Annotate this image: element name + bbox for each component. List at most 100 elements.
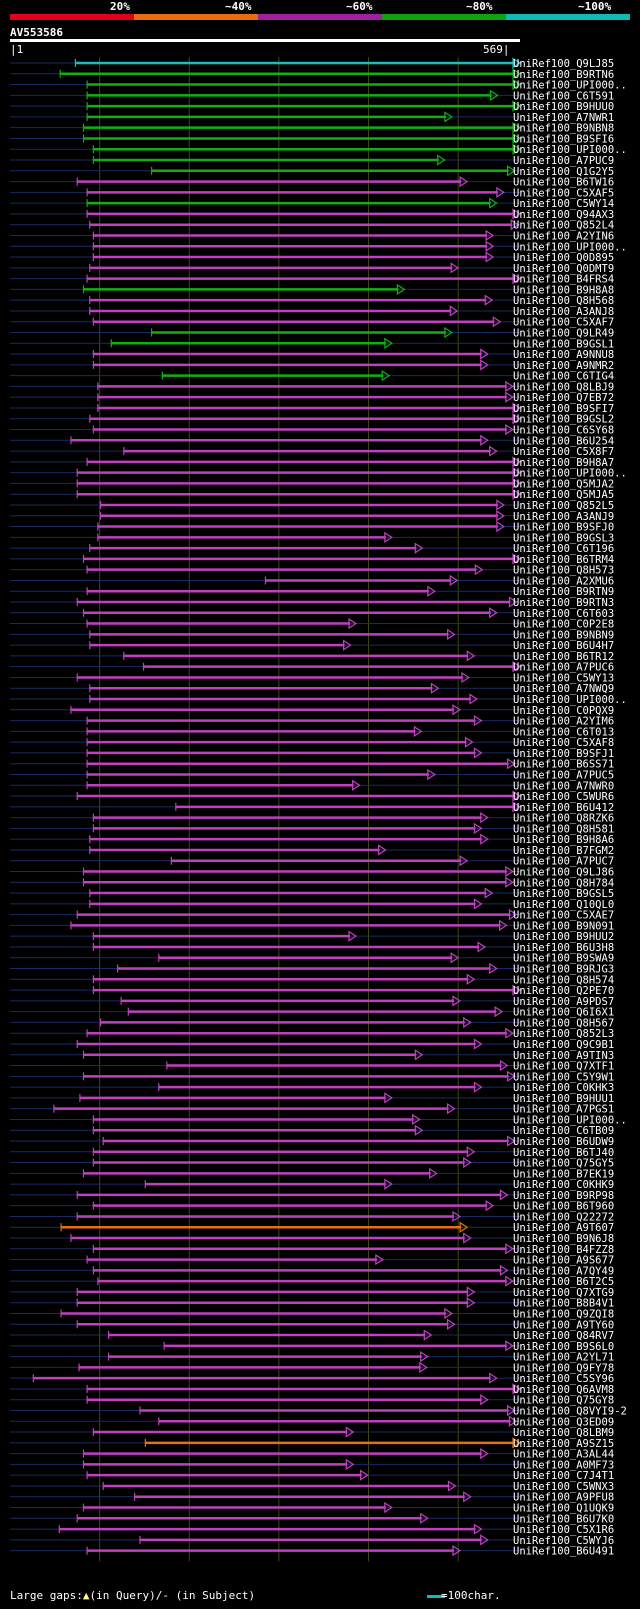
hit-name-link[interactable]: UniRef100_Q852L4	[513, 220, 614, 232]
hit-name-link[interactable]: UniRef100_UPI000..	[513, 80, 627, 92]
hit-name-link[interactable]: UniRef100_B6U7K0	[513, 1513, 614, 1525]
hit-name-link[interactable]: UniRef100_B9RJG3	[513, 964, 614, 976]
hit-name-link[interactable]: UniRef100_B9GSL3	[513, 532, 614, 544]
hit-name-link[interactable]: UniRef100_A7NWQ9	[513, 683, 614, 695]
hit-name-link[interactable]: UniRef100_Q9ZQI8	[513, 1308, 614, 1320]
hit-name-link[interactable]: UniRef100_A9PFU8	[513, 1492, 614, 1504]
hit-name-link[interactable]: UniRef100_A7PGS1	[513, 1104, 614, 1116]
hit-name-link[interactable]: UniRef100_B8B4V1	[513, 1298, 614, 1310]
hit-name-link[interactable]: UniRef100_Q10QL0	[513, 899, 614, 911]
hit-name-link[interactable]: UniRef100_C5WYJ6	[513, 1535, 614, 1547]
hit-name-link[interactable]: UniRef100_A7PUC5	[513, 769, 614, 781]
hit-name-link[interactable]: UniRef100_Q7XTG9	[513, 1287, 614, 1299]
hit-name-link[interactable]: UniRef100_C5XAF8	[513, 737, 614, 749]
hit-name-link[interactable]: UniRef100_C6TB09	[513, 1125, 614, 1137]
hit-name-link[interactable]: UniRef100_C0KHK3	[513, 1082, 614, 1094]
hit-name-link[interactable]: UniRef100_C5WUR6	[513, 791, 614, 803]
hit-name-link[interactable]: UniRef100_A9S677	[513, 1255, 614, 1267]
hit-name-link[interactable]: UniRef100_Q9C9B1	[513, 1039, 614, 1051]
hit-name-link[interactable]: UniRef100_C5Y9W1	[513, 1071, 614, 1083]
hit-name-link[interactable]: UniRef100_B6U491	[513, 1546, 614, 1558]
hit-name-link[interactable]: UniRef100_Q22272	[513, 1211, 614, 1223]
hit-name-link[interactable]: UniRef100_B7EK19	[513, 1168, 614, 1180]
hit-name-link[interactable]: UniRef100_Q8LBM9	[513, 1427, 614, 1439]
hit-name-link[interactable]: UniRef100_B9RP98	[513, 1190, 614, 1202]
hit-name-link[interactable]: UniRef100_A2XMU6	[513, 575, 614, 587]
hit-name-link[interactable]: UniRef100_A7NWR1	[513, 112, 614, 124]
hit-name-link[interactable]: UniRef100_B9S6L0	[513, 1341, 614, 1353]
hit-name-link[interactable]: UniRef100_C6T013	[513, 726, 614, 738]
hit-name-link[interactable]: UniRef100_Q5MJA5	[513, 489, 614, 501]
hit-name-link[interactable]: UniRef100_C5XAF7	[513, 317, 614, 329]
hit-name-link[interactable]: UniRef100_C5X8F7	[513, 446, 614, 458]
hit-name-link[interactable]: UniRef100_B6TR12	[513, 651, 614, 663]
hit-name-link[interactable]: UniRef100_A3ANJ8	[513, 306, 614, 318]
hit-name-link[interactable]: UniRef100_A9PDS7	[513, 996, 614, 1008]
hit-name-link[interactable]: UniRef100_A7PUC7	[513, 856, 614, 868]
hit-name-link[interactable]: UniRef100_A0MF73	[513, 1459, 614, 1471]
hit-name-link[interactable]: UniRef100_B9RTN3	[513, 597, 614, 609]
hit-name-link[interactable]: UniRef100_C5XAF5	[513, 187, 614, 199]
hit-name-link[interactable]: UniRef100_Q9LJ86	[513, 867, 614, 879]
hit-name-link[interactable]: UniRef100_Q8H581	[513, 823, 614, 835]
hit-name-link[interactable]: UniRef100_Q7EB72	[513, 392, 614, 404]
hit-name-link[interactable]: UniRef100_Q1G2Y5	[513, 166, 614, 178]
hit-name-link[interactable]: UniRef100_B6TJ40	[513, 1147, 614, 1159]
hit-name-link[interactable]: UniRef100_A7QY49	[513, 1265, 614, 1277]
hit-name-link[interactable]: UniRef100_A9T607	[513, 1222, 614, 1234]
hit-name-link[interactable]: UniRef100_A2YIN6	[513, 230, 614, 242]
hit-name-link[interactable]: UniRef100_B9NBN9	[513, 629, 614, 641]
hit-name-link[interactable]: UniRef100_B9GSL1	[513, 338, 614, 350]
hit-name-link[interactable]: UniRef100_A3ANJ9	[513, 511, 614, 523]
hit-name-link[interactable]: UniRef100_C5WNX3	[513, 1481, 614, 1493]
hit-name-link[interactable]: UniRef100_B9GSL2	[513, 414, 614, 426]
hit-name-link[interactable]: UniRef100_B9HUU2	[513, 931, 614, 943]
hit-name-link[interactable]: UniRef100_Q9LR49	[513, 328, 614, 340]
hit-name-link[interactable]: UniRef100_Q1UQK9	[513, 1503, 614, 1515]
hit-name-link[interactable]: UniRef100_C0PQX9	[513, 705, 614, 717]
hit-name-link[interactable]: UniRef100_C6T603	[513, 608, 614, 620]
hit-name-link[interactable]: UniRef100_C0KHK9	[513, 1179, 614, 1191]
hit-name-link[interactable]: UniRef100_Q9FY78	[513, 1362, 614, 1374]
hit-name-link[interactable]: UniRef100_Q94AX3	[513, 209, 614, 221]
hit-name-link[interactable]: UniRef100_Q8LBJ9	[513, 381, 614, 393]
hit-name-link[interactable]: UniRef100_B9HUU1	[513, 1093, 614, 1105]
hit-name-link[interactable]: UniRef100_Q6I6X1	[513, 1007, 614, 1019]
hit-name-link[interactable]: UniRef100_Q8H573	[513, 565, 614, 577]
hit-name-link[interactable]: UniRef100_Q0DMT9	[513, 263, 614, 275]
hit-name-link[interactable]: UniRef100_B9SFI6	[513, 133, 614, 145]
hit-name-link[interactable]: UniRef100_B6U4H7	[513, 640, 614, 652]
hit-name-link[interactable]: UniRef100_Q6AVM8	[513, 1384, 614, 1396]
hit-name-link[interactable]: UniRef100_A3AL44	[513, 1449, 614, 1461]
hit-name-link[interactable]: UniRef100_A9TY60	[513, 1319, 614, 1331]
hit-name-link[interactable]: UniRef100_C6T591	[513, 90, 614, 102]
hit-name-link[interactable]: UniRef100_B9RTN6	[513, 69, 614, 81]
hit-name-link[interactable]: UniRef100_Q8H574	[513, 974, 614, 986]
hit-name-link[interactable]: UniRef100_B9H8A8	[513, 284, 614, 296]
hit-name-link[interactable]: UniRef100_B6T2C5	[513, 1276, 614, 1288]
hit-name-link[interactable]: UniRef100_B9H8A6	[513, 834, 614, 846]
hit-name-link[interactable]: UniRef100_C6TIG4	[513, 371, 614, 383]
hit-name-link[interactable]: UniRef100_UPI000..	[513, 241, 627, 253]
hit-name-link[interactable]: UniRef100_B9SFI7	[513, 403, 614, 415]
hit-name-link[interactable]: UniRef100_B6U254	[513, 435, 614, 447]
hit-name-link[interactable]: UniRef100_Q75GY8	[513, 1395, 614, 1407]
hit-name-link[interactable]: UniRef100_B7FGM2	[513, 845, 614, 857]
hit-name-link[interactable]: UniRef100_C6T196	[513, 543, 614, 555]
hit-name-link[interactable]: UniRef100_B9N091	[513, 920, 614, 932]
hit-name-link[interactable]: UniRef100_Q84RV7	[513, 1330, 614, 1342]
hit-name-link[interactable]: UniRef100_A9TIN3	[513, 1050, 614, 1062]
hit-name-link[interactable]: UniRef100_B9GSL5	[513, 888, 614, 900]
hit-name-link[interactable]: UniRef100_UPI000..	[513, 468, 627, 480]
hit-name-link[interactable]: UniRef100_B9RTN9	[513, 586, 614, 598]
hit-name-link[interactable]: UniRef100_B6U3H8	[513, 942, 614, 954]
hit-name-link[interactable]: UniRef100_Q8RZK6	[513, 813, 614, 825]
hit-name-link[interactable]: UniRef100_C5SY96	[513, 1373, 614, 1385]
hit-name-link[interactable]: UniRef100_A7PUC9	[513, 155, 614, 167]
hit-name-link[interactable]: UniRef100_C5X1R6	[513, 1524, 614, 1536]
hit-name-link[interactable]: UniRef100_Q3ED09	[513, 1416, 614, 1428]
hit-name-link[interactable]: UniRef100_Q2PE70	[513, 985, 614, 997]
hit-name-link[interactable]: UniRef100_A2YIM6	[513, 716, 614, 728]
hit-name-link[interactable]: UniRef100_Q5MJA2	[513, 478, 614, 490]
hit-name-link[interactable]: UniRef100_C6SY68	[513, 425, 614, 437]
